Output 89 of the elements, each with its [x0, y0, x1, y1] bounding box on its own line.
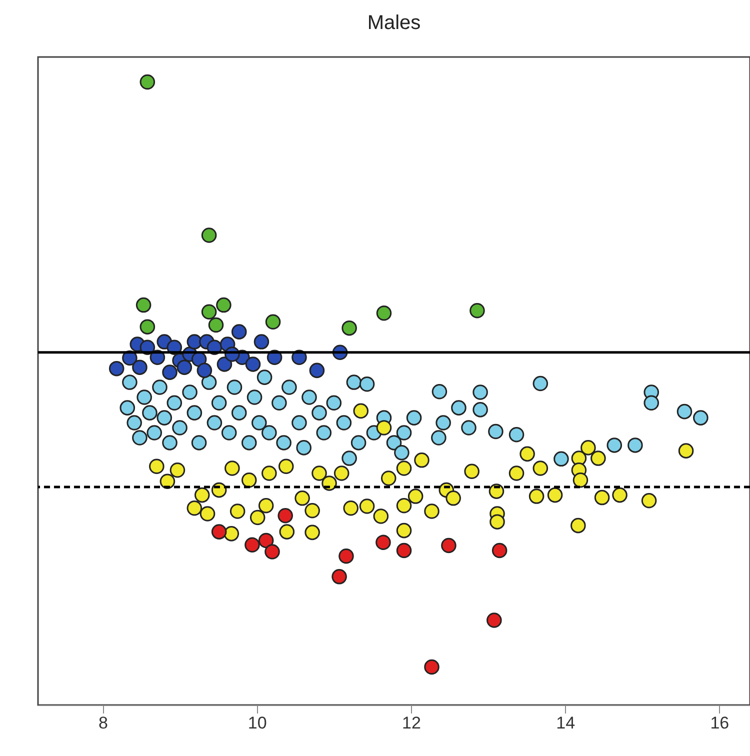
- point: [241, 472, 257, 488]
- point: [230, 504, 246, 519]
- point: [254, 334, 270, 350]
- point: [441, 538, 456, 554]
- point: [492, 542, 508, 558]
- point: [244, 537, 260, 553]
- point: [309, 362, 325, 378]
- point: [580, 440, 596, 456]
- point: [488, 484, 504, 499]
- point: [332, 569, 347, 584]
- point: [176, 360, 192, 375]
- point: [258, 498, 274, 514]
- point: [201, 304, 217, 320]
- point: [208, 317, 224, 333]
- point: [278, 508, 293, 524]
- point: [641, 493, 657, 508]
- point: [186, 334, 202, 350]
- point: [424, 504, 440, 519]
- point: [194, 487, 210, 503]
- point: [396, 460, 412, 476]
- point: [304, 524, 320, 540]
- point: [486, 612, 502, 628]
- point: [353, 403, 369, 419]
- point: [547, 487, 563, 503]
- point: [216, 356, 232, 372]
- point: [201, 228, 217, 243]
- point: [342, 320, 357, 336]
- point: [312, 466, 327, 481]
- point: [200, 506, 216, 522]
- point: [594, 490, 610, 506]
- point: [245, 356, 261, 372]
- point: [612, 487, 628, 503]
- chart-title: Males: [367, 12, 421, 34]
- point: [162, 364, 178, 380]
- x-tick-label: 12: [402, 714, 421, 732]
- point: [258, 532, 274, 548]
- point: [216, 297, 232, 313]
- point: [338, 548, 354, 564]
- point: [408, 488, 424, 504]
- point: [140, 319, 156, 334]
- point: [470, 303, 485, 318]
- x-tick-label: 14: [556, 714, 576, 732]
- point: [265, 314, 281, 330]
- point: [464, 464, 480, 480]
- point: [570, 518, 586, 534]
- point: [196, 362, 212, 378]
- point: [294, 490, 310, 506]
- point: [186, 500, 202, 516]
- point: [343, 500, 358, 516]
- point: [520, 446, 535, 462]
- point: [490, 514, 505, 530]
- point: [279, 524, 295, 540]
- point: [572, 472, 588, 488]
- point: [678, 443, 694, 458]
- point: [376, 420, 392, 436]
- point: [396, 498, 412, 514]
- point: [590, 450, 606, 466]
- x-tick-label: 10: [248, 714, 267, 732]
- point: [414, 452, 430, 468]
- point: [224, 526, 240, 542]
- point: [304, 502, 320, 518]
- point: [376, 306, 392, 321]
- point: [396, 542, 412, 558]
- point: [376, 534, 391, 550]
- point: [396, 522, 412, 538]
- x-tick-label: 16: [710, 714, 730, 732]
- point: [132, 360, 148, 375]
- point: [508, 466, 524, 481]
- point: [446, 490, 461, 506]
- point: [380, 470, 396, 486]
- point: [373, 508, 389, 524]
- point: [264, 544, 280, 560]
- point: [140, 74, 156, 90]
- point: [278, 458, 294, 474]
- point: [108, 360, 124, 376]
- point: [532, 460, 548, 476]
- point: [424, 659, 440, 675]
- point: [528, 488, 544, 504]
- point: [250, 510, 266, 526]
- point: [149, 458, 164, 474]
- point: [224, 460, 240, 476]
- point: [231, 324, 247, 340]
- point: [211, 524, 227, 540]
- point: [136, 297, 152, 313]
- point: [334, 466, 350, 481]
- point: [359, 498, 375, 514]
- x-tick-label: 8: [98, 714, 108, 732]
- point: [262, 466, 277, 481]
- point: [170, 462, 186, 478]
